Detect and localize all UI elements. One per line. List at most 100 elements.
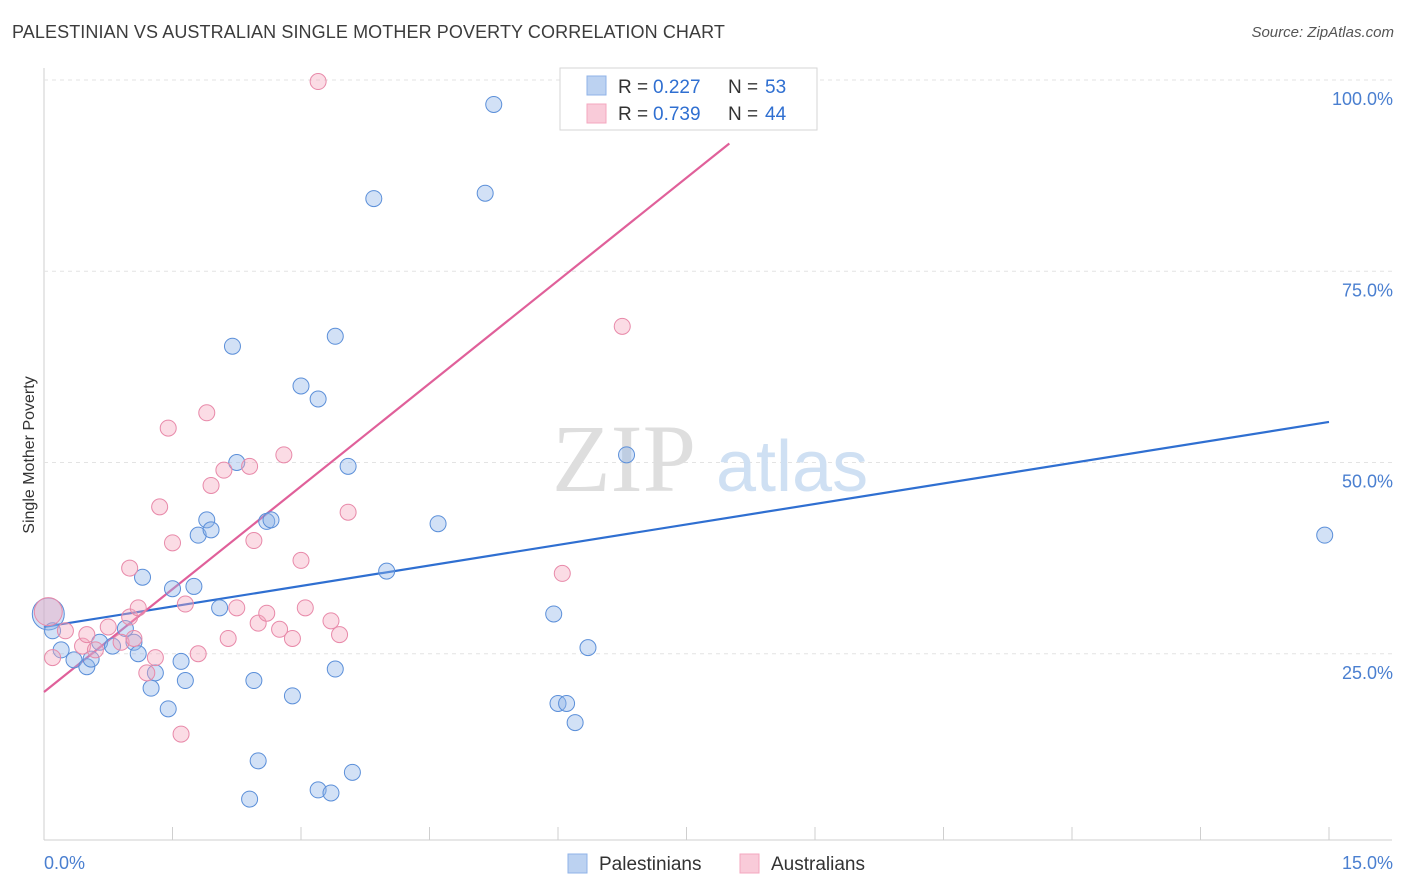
point-australians bbox=[292, 551, 310, 569]
point-palestinians bbox=[339, 457, 357, 475]
source-label: Source: ZipAtlas.com bbox=[1251, 24, 1394, 41]
point-palestinians bbox=[245, 672, 263, 690]
point-australians bbox=[78, 626, 96, 644]
point-australians bbox=[74, 637, 92, 655]
bottom-legend-swatch-palestinians bbox=[567, 853, 588, 874]
point-palestinians bbox=[202, 521, 220, 539]
point-australians bbox=[331, 626, 349, 644]
point-palestinians bbox=[223, 337, 241, 355]
point-palestinians bbox=[249, 752, 267, 770]
point-palestinians bbox=[262, 511, 280, 529]
point-palestinians bbox=[198, 511, 216, 529]
point-australians bbox=[245, 532, 263, 550]
bottom-legend-label-australians: Australians bbox=[771, 854, 865, 875]
point-palestinians bbox=[476, 184, 494, 202]
y-tick-label-25: 25.0% bbox=[1342, 663, 1393, 683]
point-palestinians bbox=[566, 714, 584, 732]
point-palestinians bbox=[164, 580, 181, 598]
point-australians bbox=[99, 618, 117, 636]
point-palestinians bbox=[125, 633, 143, 651]
point-palestinians bbox=[1316, 526, 1334, 544]
point-palestinians bbox=[309, 390, 327, 408]
legend-n-label-2: N = bbox=[728, 104, 758, 125]
point-australians bbox=[172, 725, 190, 743]
x-tick-label-min: 0.0% bbox=[44, 853, 85, 873]
correlation-legend: R = 0.227 N = 53 R = 0.739 N = 44 bbox=[559, 67, 818, 131]
point-australians bbox=[146, 649, 164, 667]
legend-r-label-1: R = bbox=[618, 77, 648, 98]
legend-swatch-palestinians bbox=[586, 75, 607, 96]
point-palestinians bbox=[241, 790, 259, 808]
y-axis-label: Single Mother Poverty bbox=[21, 376, 38, 533]
point-australians bbox=[339, 503, 357, 521]
bottom-legend-label-palestinians: Palestinians bbox=[599, 854, 701, 875]
point-australians bbox=[33, 597, 63, 627]
bottom-legend-swatch-australians bbox=[739, 853, 760, 874]
point-australians bbox=[258, 604, 276, 622]
legend-r-value-2: 0.739 bbox=[653, 104, 701, 125]
point-australians bbox=[176, 595, 194, 613]
point-palestinians bbox=[549, 694, 567, 712]
point-australians bbox=[86, 641, 104, 659]
point-australians bbox=[121, 559, 139, 577]
point-palestinians bbox=[134, 568, 152, 586]
point-australians bbox=[121, 608, 139, 626]
point-palestinians bbox=[159, 700, 177, 718]
point-australians bbox=[309, 73, 327, 91]
trend-line-palestinians bbox=[43, 420, 1330, 629]
point-palestinians bbox=[146, 664, 164, 682]
point-australians bbox=[228, 599, 246, 617]
point-palestinians bbox=[579, 639, 597, 657]
point-australians bbox=[129, 599, 147, 617]
point-australians bbox=[189, 645, 207, 663]
point-palestinians bbox=[91, 633, 109, 651]
x-tick-label-max: 15.0% bbox=[1342, 853, 1393, 873]
point-palestinians bbox=[545, 605, 563, 623]
point-palestinians bbox=[228, 454, 246, 471]
point-australians bbox=[283, 629, 301, 647]
point-australians bbox=[613, 317, 631, 335]
point-australians bbox=[275, 446, 293, 464]
point-australians bbox=[125, 629, 143, 647]
point-palestinians bbox=[283, 687, 301, 705]
point-australians bbox=[322, 612, 340, 630]
point-palestinians bbox=[429, 515, 447, 533]
watermark-zip: ZIP bbox=[552, 405, 696, 512]
point-australians bbox=[249, 614, 267, 632]
legend-n-value-2: 44 bbox=[765, 104, 787, 125]
chart-title: PALESTINIAN VS AUSTRALIAN SINGLE MOTHER … bbox=[12, 22, 725, 42]
legend-swatch-australians bbox=[586, 103, 607, 124]
point-palestinians bbox=[365, 190, 383, 208]
point-palestinians bbox=[116, 620, 134, 638]
point-australians bbox=[241, 457, 259, 475]
legend-r-label-2: R = bbox=[618, 104, 648, 125]
point-australians bbox=[219, 629, 237, 647]
point-australians bbox=[159, 419, 177, 437]
watermark-atlas: atlas bbox=[716, 427, 868, 507]
point-palestinians bbox=[104, 637, 122, 655]
point-palestinians bbox=[322, 784, 340, 802]
point-australians bbox=[164, 534, 181, 552]
point-australians bbox=[138, 664, 156, 682]
series-legend: Palestinians Australians bbox=[567, 853, 865, 875]
point-australians bbox=[215, 461, 233, 479]
point-palestinians bbox=[44, 622, 62, 640]
point-australians bbox=[151, 498, 169, 516]
point-palestinians bbox=[189, 526, 207, 544]
point-palestinians bbox=[558, 694, 576, 712]
point-australians bbox=[271, 620, 289, 638]
point-palestinians bbox=[343, 763, 361, 781]
point-palestinians bbox=[292, 377, 310, 395]
point-australians bbox=[44, 649, 62, 667]
y-tick-label-50: 50.0% bbox=[1342, 472, 1393, 492]
legend-r-value-1: 0.227 bbox=[653, 77, 701, 98]
point-palestinians bbox=[378, 562, 396, 580]
point-palestinians bbox=[326, 660, 344, 678]
point-palestinians bbox=[326, 327, 344, 345]
point-palestinians bbox=[129, 645, 147, 663]
point-australians bbox=[296, 599, 314, 617]
point-palestinians bbox=[78, 658, 96, 676]
point-australians bbox=[202, 476, 220, 494]
y-tick-label-100: 100.0% bbox=[1332, 89, 1393, 109]
point-palestinians bbox=[176, 672, 194, 690]
